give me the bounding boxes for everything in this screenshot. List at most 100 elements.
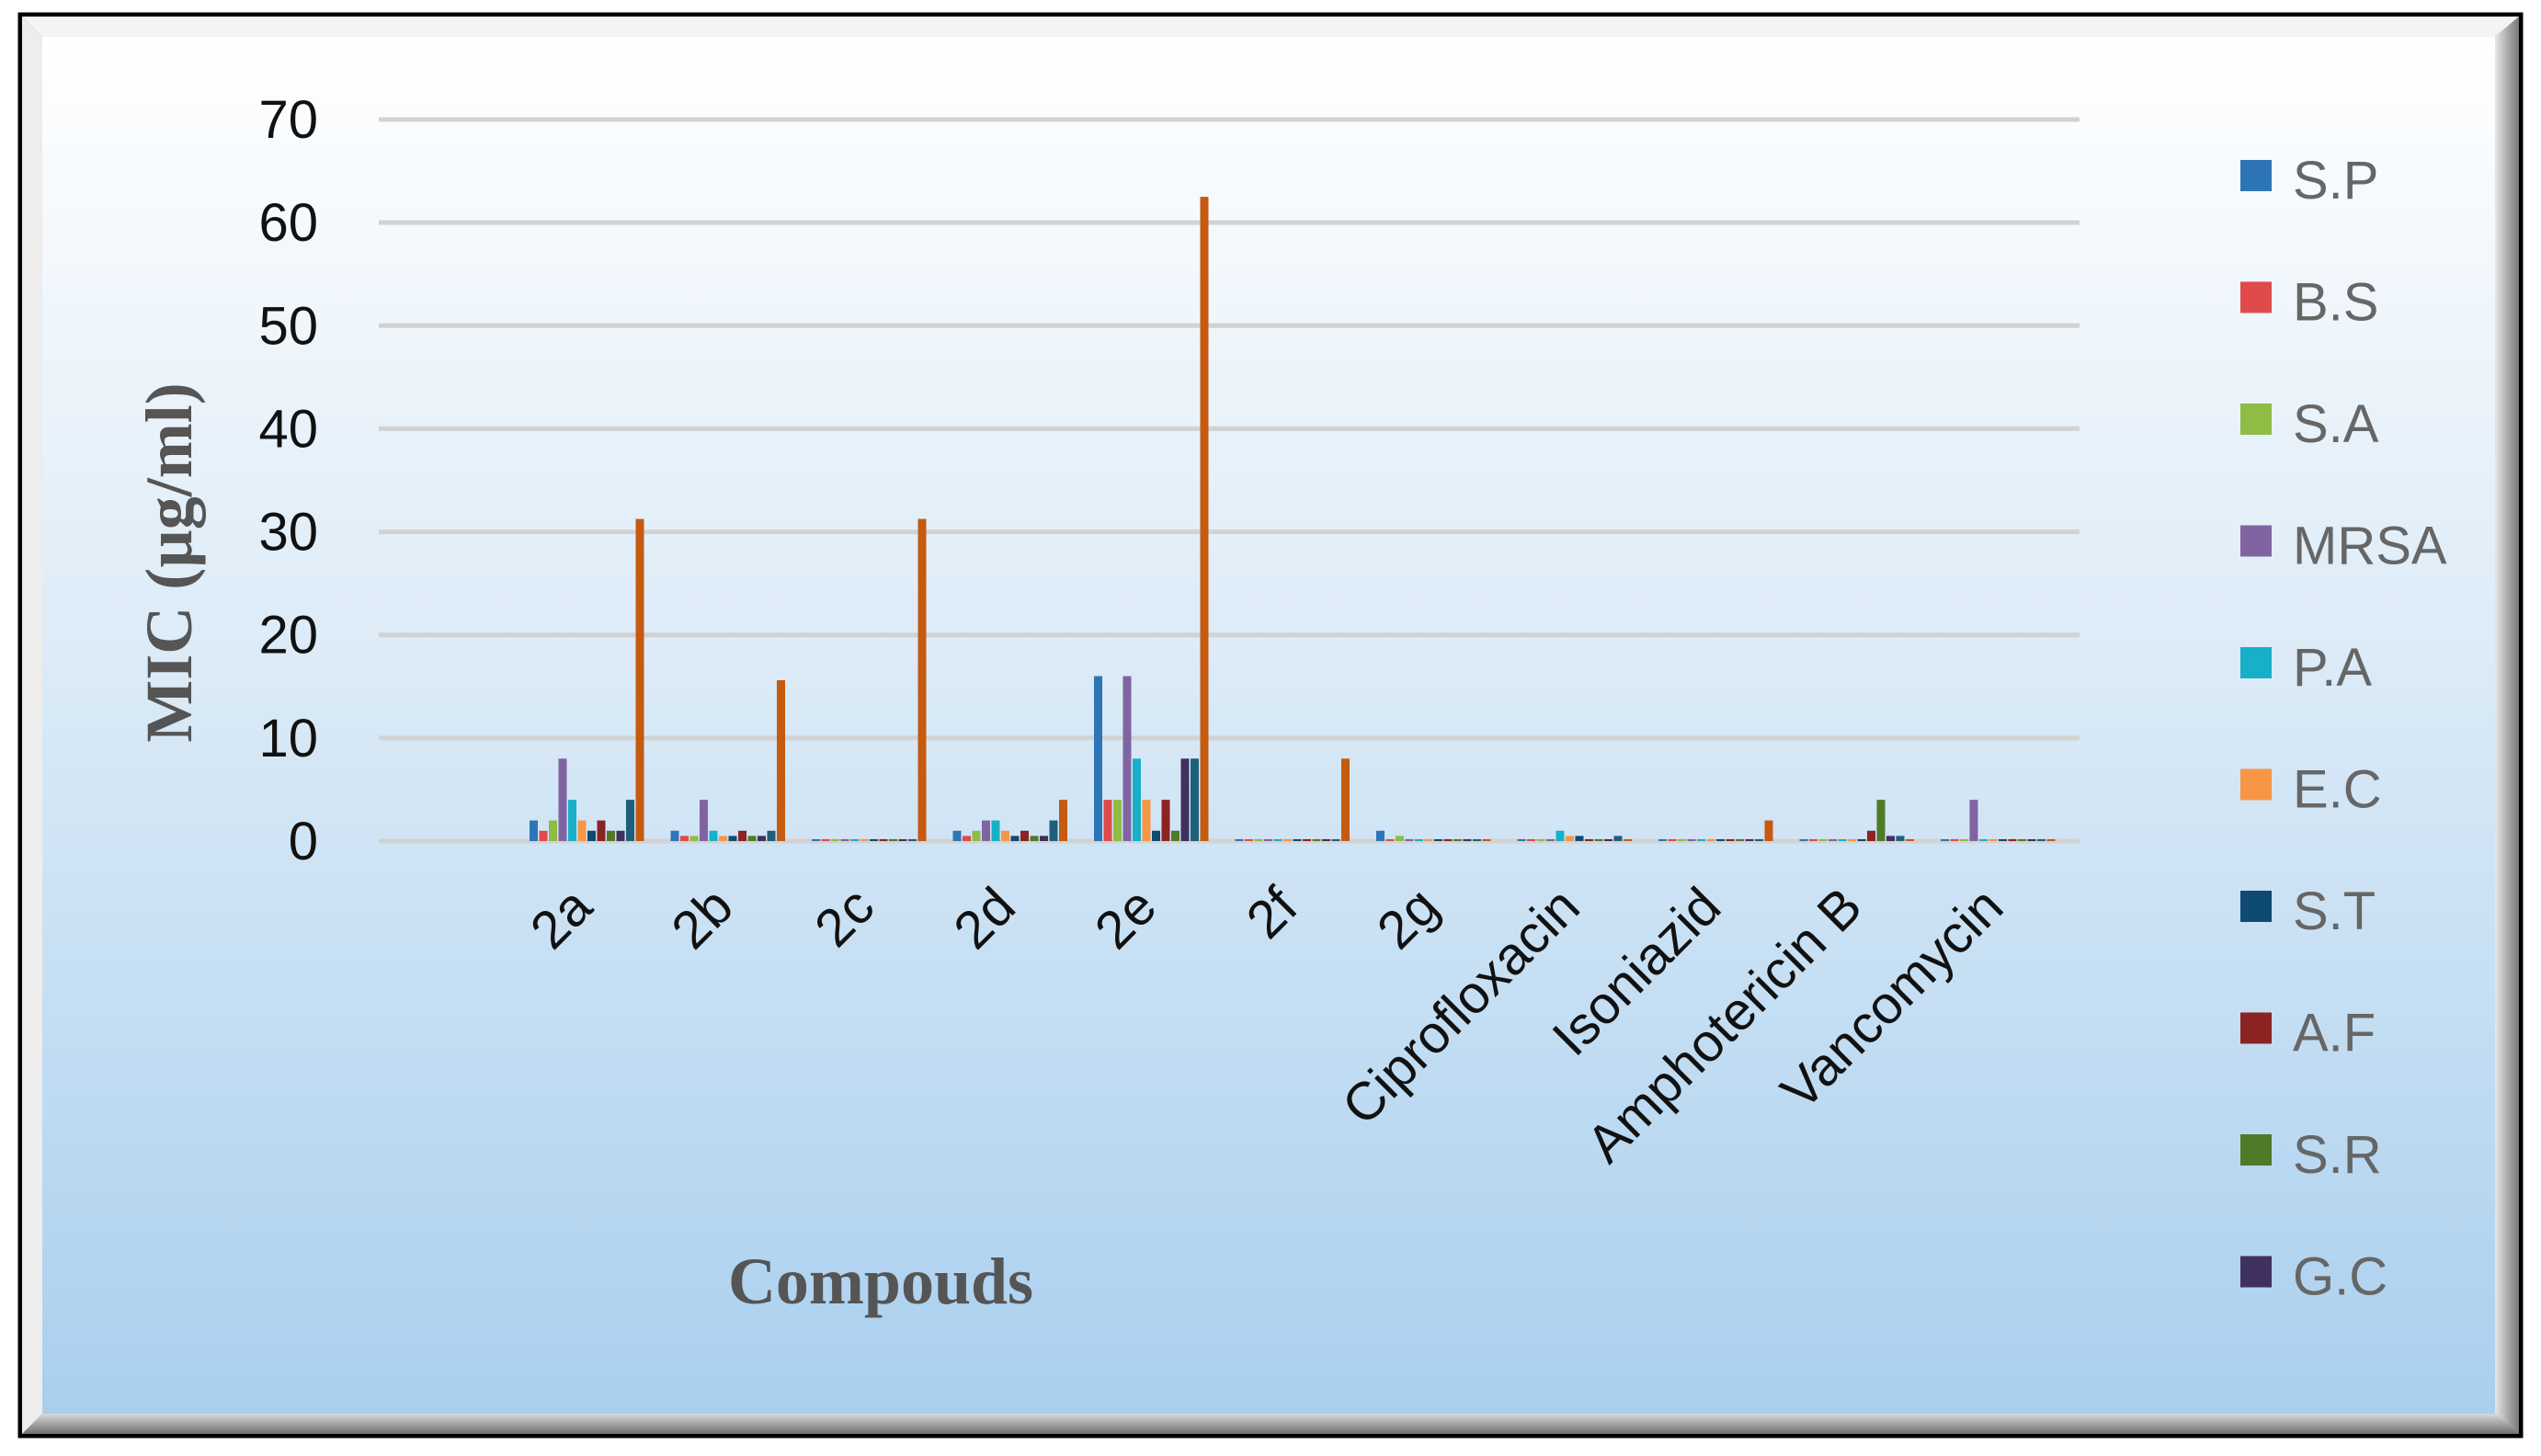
legend-swatch: [2240, 525, 2272, 557]
bar: [2027, 839, 2036, 841]
bar: [1191, 758, 1199, 841]
bar: [1950, 839, 1959, 841]
bar: [1969, 800, 1978, 841]
bar: [1979, 839, 1988, 841]
legend-swatch: [2240, 1134, 2272, 1166]
bar: [558, 758, 567, 841]
y-tick-label: 50: [258, 296, 318, 356]
bar: [616, 830, 625, 841]
bar: [1020, 830, 1029, 841]
bar: [1264, 839, 1272, 841]
bar: [1604, 839, 1612, 841]
bar: [1736, 839, 1744, 841]
bar: [1040, 836, 1048, 841]
bar: [1536, 839, 1545, 841]
y-tick-label: 0: [289, 812, 318, 871]
y-tick-label: 20: [258, 606, 318, 665]
bar: [1658, 839, 1667, 841]
bar: [1283, 839, 1292, 841]
bar: [680, 836, 689, 841]
bar: [1331, 839, 1340, 841]
legend-label: A.F: [2293, 1004, 2376, 1064]
x-axis-title: Compouds: [728, 1245, 1033, 1318]
bar: [635, 518, 644, 841]
bar: [1848, 839, 1856, 841]
bar: [991, 820, 1000, 841]
bar: [1687, 839, 1696, 841]
bar: [1697, 839, 1705, 841]
bar: [1312, 839, 1321, 841]
bar: [1546, 839, 1555, 841]
bar: [1303, 839, 1311, 841]
legend-label: E.C: [2293, 760, 2382, 820]
bar: [1886, 836, 1895, 841]
bar: [1624, 839, 1632, 841]
bar: [1049, 820, 1058, 841]
bar: [1517, 839, 1526, 841]
bar: [1030, 836, 1039, 841]
bar: [1152, 830, 1160, 841]
y-tick-label: 40: [258, 399, 318, 459]
bar: [1613, 836, 1623, 841]
bar: [963, 836, 971, 841]
bar: [1668, 839, 1677, 841]
bar: [728, 836, 737, 841]
bar: [1001, 830, 1009, 841]
y-tick-label: 60: [258, 193, 318, 253]
bar: [2046, 839, 2056, 841]
bar: [1424, 839, 1433, 841]
legend: S.P B.S S.A MRSA P.A E.C S.T A.F S.R G.C: [2240, 151, 2447, 1307]
y-tick-label: 10: [258, 709, 318, 768]
bar: [1755, 839, 1763, 841]
bar: [1094, 676, 1102, 841]
bar: [587, 830, 596, 841]
legend-label: S.T: [2293, 882, 2376, 941]
bar: [1273, 839, 1282, 841]
bar: [917, 518, 927, 841]
bar: [1245, 839, 1253, 841]
bar: [1473, 839, 1481, 841]
bar: [1726, 839, 1735, 841]
bar: [1555, 830, 1565, 841]
bar: [1122, 676, 1132, 841]
bar: [1113, 800, 1122, 841]
bar: [626, 800, 634, 841]
bar: [700, 800, 708, 841]
bar: [1745, 839, 1754, 841]
bar: [1142, 800, 1151, 841]
bevel-right: [2495, 17, 2519, 1434]
bar: [898, 839, 907, 841]
bar: [1829, 839, 1837, 841]
bevel-left: [22, 17, 42, 1434]
bar: [870, 839, 878, 841]
legend-swatch: [2240, 768, 2272, 801]
bar: [568, 800, 576, 841]
legend-swatch: [2240, 647, 2272, 678]
bar: [1527, 839, 1535, 841]
bar: [812, 839, 820, 841]
bar: [607, 830, 615, 841]
bar: [747, 836, 757, 841]
bar: [2008, 839, 2017, 841]
bar: [1322, 839, 1330, 841]
bar: [1376, 830, 1384, 841]
bar: [767, 830, 776, 841]
bar: [1941, 839, 1949, 841]
bar: [821, 839, 830, 841]
bar: [1585, 839, 1593, 841]
legend-swatch: [2240, 160, 2272, 191]
bar: [2037, 839, 2045, 841]
legend-label: MRSA: [2293, 517, 2447, 576]
legend-swatch: [2240, 404, 2272, 435]
bar: [860, 839, 869, 841]
legend-label: G.C: [2293, 1247, 2387, 1307]
bar: [1594, 839, 1603, 841]
bar: [1906, 839, 1914, 841]
bar: [1200, 197, 1209, 841]
bar: [1799, 839, 1808, 841]
bar: [1706, 839, 1715, 841]
bar: [1566, 836, 1574, 841]
grid-layer: [379, 117, 2080, 844]
bar: [530, 820, 538, 841]
